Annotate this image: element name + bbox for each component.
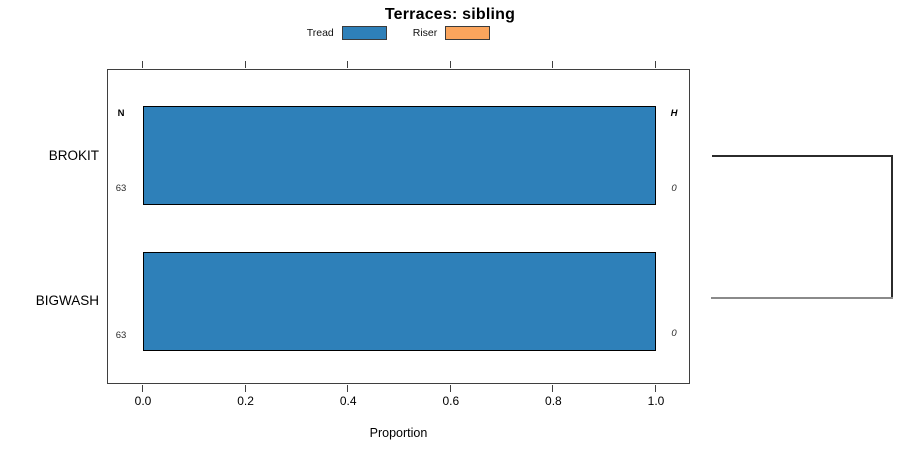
n-value-brokit: 63 (115, 183, 127, 194)
x-tick-label: 0.4 (339, 394, 357, 408)
bar-bigwash-tread (143, 252, 656, 351)
legend: Tread Riser (107, 25, 690, 41)
x-tick-top (552, 61, 554, 68)
bar-scale-area (143, 70, 656, 383)
h-column-header: H (670, 108, 678, 119)
linkage-bracket-top-line (712, 155, 893, 157)
x-tick-bottom (552, 385, 554, 392)
x-tick-bottom (655, 385, 656, 392)
x-tick-top (449, 61, 451, 68)
linkage-bracket-vertical-line (891, 155, 893, 299)
n-value-bigwash: 63 (115, 330, 127, 341)
x-tick-top (244, 61, 246, 68)
n-column-header: N (117, 108, 125, 119)
h-value-brokit: 0 (671, 183, 677, 194)
riser-color-swatch (445, 26, 491, 40)
legend-item-tread: Tread (307, 26, 387, 40)
linkage-bracket-bottom-line (711, 297, 893, 299)
x-tick-label: 0.8 (545, 394, 562, 408)
plot-area: 0.0 0.2 0.4 0.6 0.8 1.0 N H 63 0 63 0 (107, 61, 690, 408)
x-tick-top (655, 61, 656, 68)
category-label-bigwash: BIGWASH (35, 293, 99, 308)
chart-title: Terraces: sibling (384, 6, 516, 23)
legend-label-tread: Tread (306, 27, 334, 39)
h-value-bigwash: 0 (671, 328, 677, 339)
x-tick-top (142, 61, 143, 68)
x-tick-label: 0.0 (134, 394, 152, 408)
x-tick-bottom (449, 385, 451, 392)
x-tick-top (347, 61, 349, 68)
category-label-brokit: BROKIT (48, 148, 99, 163)
x-tick-label: 0.6 (442, 394, 460, 408)
x-tick-bottom (142, 385, 143, 392)
x-tick-bottom (244, 385, 246, 392)
tread-color-swatch (341, 26, 387, 40)
legend-item-riser: Riser (413, 26, 491, 40)
x-tick-bottom (347, 385, 349, 392)
x-tick-label: 1.0 (647, 394, 665, 408)
x-tick-label: 0.2 (237, 394, 254, 408)
bar-brokit-tread (143, 106, 656, 205)
legend-label-riser: Riser (412, 27, 438, 39)
x-axis-label: Proportion (369, 426, 428, 440)
